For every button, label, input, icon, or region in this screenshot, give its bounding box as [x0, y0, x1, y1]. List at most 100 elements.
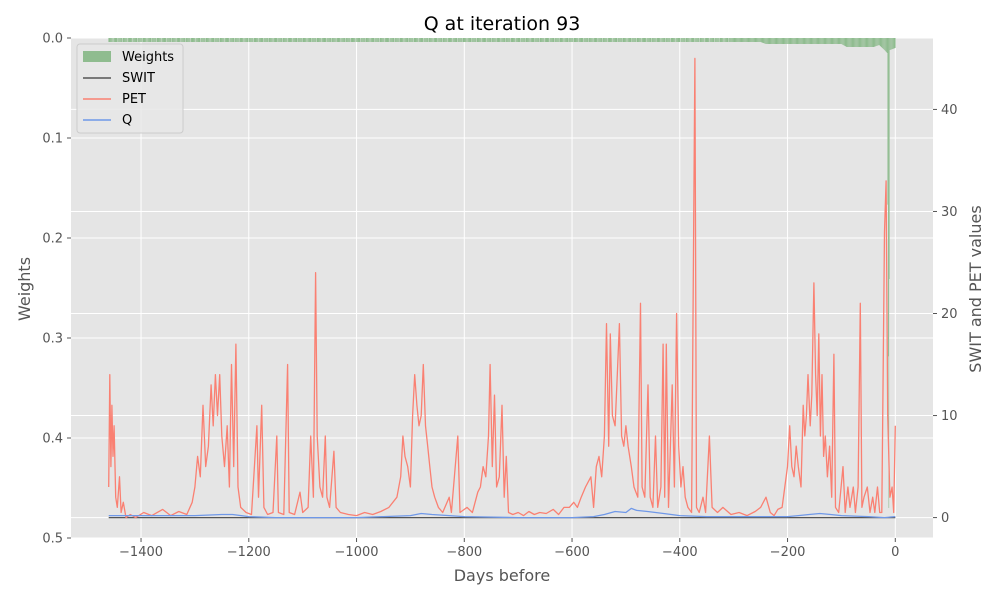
weights-bar [713, 38, 715, 42]
weights-bar [284, 38, 285, 42]
weights-bar [420, 38, 422, 42]
weights-bar [565, 38, 567, 42]
weights-bar [221, 38, 223, 42]
x-tick-label: −600 [554, 545, 590, 560]
weights-bar [562, 38, 564, 42]
weights-bar [859, 38, 861, 47]
weights-bar [177, 38, 179, 42]
weights-bar [395, 38, 396, 42]
weights-bar [414, 38, 416, 42]
weights-bar [773, 38, 775, 44]
weights-bar [355, 38, 357, 42]
weights-bar [613, 38, 615, 42]
weights-bar [497, 38, 498, 42]
weights-bar [226, 38, 228, 42]
weights-bar [486, 38, 488, 42]
weights-bar [794, 38, 795, 44]
weights-bar [406, 38, 408, 42]
weights-bar [265, 38, 266, 42]
weights-bar [473, 38, 475, 42]
weights-bar [465, 38, 466, 42]
weights-bar [733, 38, 735, 42]
weights-bar [269, 38, 271, 42]
weights-bar [885, 38, 887, 52]
weights-bar [777, 38, 779, 44]
weights-bar [282, 38, 284, 42]
weights-bar [749, 38, 750, 42]
weights-bar [119, 38, 120, 42]
weights-bar [735, 38, 737, 42]
weights-bar [532, 38, 534, 42]
weights-bar [702, 38, 704, 42]
weights-bar [679, 38, 681, 42]
weights-bar [223, 38, 225, 42]
weights-bar [247, 38, 249, 42]
weights-bar [635, 38, 636, 42]
weights-bar [118, 38, 119, 42]
weights-bar [823, 38, 824, 44]
weights-bar [450, 38, 451, 42]
weights-bar [127, 38, 129, 42]
weights-bar [729, 38, 730, 42]
weights-bar [792, 38, 794, 44]
weights-bar [159, 38, 160, 42]
weights-bar [681, 38, 682, 42]
weights-bar [883, 38, 884, 49]
weights-bar [591, 38, 593, 42]
weights-bar [135, 38, 137, 42]
weights-bar [225, 38, 227, 42]
weights-bar [640, 38, 642, 42]
weights-bar [221, 38, 222, 42]
weights-bar [483, 38, 484, 42]
weights-bar [164, 38, 166, 42]
weights-bar [257, 38, 258, 42]
weights-bar [334, 38, 335, 42]
weights-bar [851, 38, 852, 47]
weights-bar [467, 38, 469, 42]
weights-bar [220, 38, 222, 42]
weights-bar [834, 38, 836, 44]
weights-bar [162, 38, 163, 42]
weights-bar [250, 38, 252, 42]
weights-bar [654, 38, 655, 42]
weights-bar [398, 38, 399, 42]
weights-bar [292, 38, 294, 42]
weights-bar [478, 38, 480, 42]
weights-bar [772, 38, 773, 44]
weights-bar [307, 38, 308, 42]
weights-bar [506, 38, 507, 42]
weights-bar [702, 38, 703, 42]
weights-bar [719, 38, 720, 42]
weights-bar [710, 38, 711, 42]
weights-bar [840, 38, 841, 44]
weights-bar [512, 38, 514, 42]
weights-bar [825, 38, 827, 44]
weights-bar [882, 38, 883, 48]
weights-bar [507, 38, 509, 42]
weights-bar [343, 38, 345, 42]
weights-bar [877, 38, 878, 46]
weights-bar [200, 38, 202, 42]
weights-bar [328, 38, 330, 42]
weights-bar [577, 38, 578, 42]
weights-bar [167, 38, 168, 42]
chart-title: Q at iteration 93 [424, 13, 581, 35]
weights-bar [536, 38, 538, 42]
weights-bar [463, 38, 465, 42]
weights-bar [738, 38, 739, 42]
weights-bar [611, 38, 612, 42]
weights-bar [163, 38, 164, 42]
weights-bar [645, 38, 646, 42]
weights-bar [795, 38, 797, 44]
weights-bar [459, 38, 460, 42]
weights-bar [555, 38, 556, 42]
weights-bar [527, 38, 529, 42]
weights-bar [807, 38, 808, 44]
weights-bar [500, 38, 501, 42]
weights-bar [148, 38, 150, 42]
weights-bar [348, 38, 350, 42]
weights-bar [270, 38, 272, 42]
weights-bar [668, 38, 670, 42]
weights-bar [400, 38, 402, 42]
weights-bar [542, 38, 543, 42]
